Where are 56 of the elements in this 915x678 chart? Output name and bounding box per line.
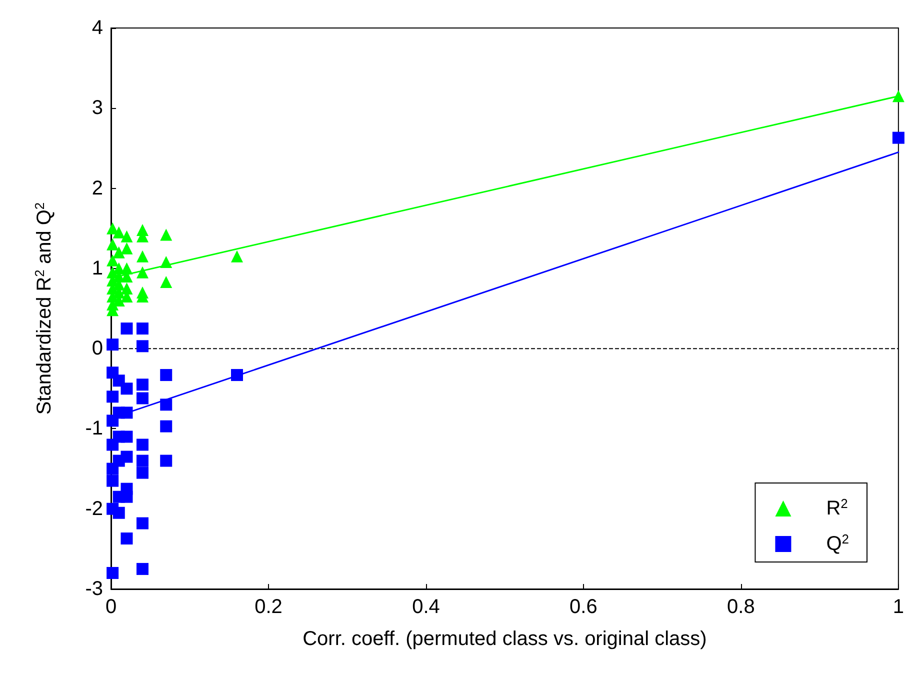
y-tick-label: -1 xyxy=(85,418,103,440)
point xyxy=(120,532,133,545)
point xyxy=(106,338,119,351)
point xyxy=(136,517,148,530)
point xyxy=(106,474,119,487)
x-tick-label: 0 xyxy=(105,596,117,618)
y-tick-label: 3 xyxy=(92,97,103,120)
point xyxy=(230,250,243,262)
point xyxy=(136,454,148,467)
point xyxy=(136,392,148,404)
point xyxy=(106,566,119,579)
x-tick-label: 0.2 xyxy=(254,596,282,618)
point xyxy=(120,450,133,463)
y-tick-label: -2 xyxy=(85,498,103,520)
point xyxy=(136,250,148,262)
point xyxy=(120,490,133,503)
x-axis-title: Corr. coeff. (permuted class vs. original class) xyxy=(302,628,707,650)
point xyxy=(136,562,148,575)
x-tick-label: 0.4 xyxy=(412,596,440,618)
point xyxy=(112,506,125,519)
point xyxy=(160,420,172,432)
point xyxy=(120,242,133,254)
y-tick-label: 0 xyxy=(92,338,103,360)
point xyxy=(106,390,119,403)
point xyxy=(106,238,119,250)
point xyxy=(160,454,172,467)
point xyxy=(136,322,148,335)
point xyxy=(112,226,125,238)
point xyxy=(160,228,172,241)
point xyxy=(120,322,133,335)
y-tick-label: -3 xyxy=(85,578,103,600)
point xyxy=(136,378,148,391)
y-tick-label: 2 xyxy=(92,177,103,200)
point xyxy=(136,266,148,278)
point xyxy=(230,369,243,382)
point xyxy=(892,132,904,144)
point xyxy=(136,340,148,352)
point xyxy=(892,90,904,102)
point xyxy=(160,276,172,288)
point xyxy=(136,438,148,451)
point xyxy=(136,466,148,479)
point xyxy=(160,398,172,411)
point xyxy=(160,256,172,268)
x-tick-label: 0.6 xyxy=(570,596,598,618)
y-tick-label: 1 xyxy=(92,257,103,280)
y-axis-title: Standardized R2 and Q2 xyxy=(32,202,56,415)
point xyxy=(120,230,133,242)
point xyxy=(160,369,172,382)
point xyxy=(120,382,133,395)
x-tick-label: 1 xyxy=(892,596,904,618)
y-tick-label: 4 xyxy=(92,17,103,39)
point xyxy=(120,430,133,443)
x-tick-label: 0.8 xyxy=(727,596,755,618)
point xyxy=(112,246,125,258)
point xyxy=(120,406,133,419)
point xyxy=(106,254,119,266)
